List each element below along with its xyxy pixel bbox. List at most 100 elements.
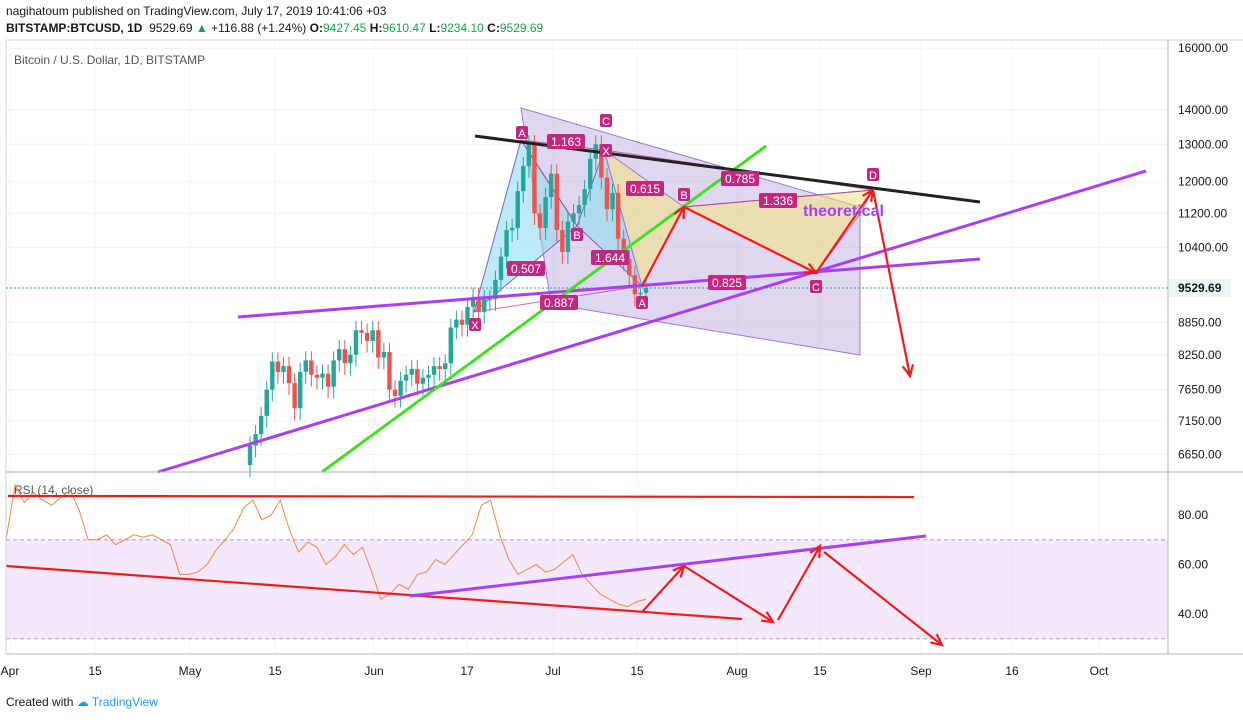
ratio-box	[507, 261, 545, 276]
price-label-tag: 9529.69	[1178, 281, 1222, 295]
tradingview-logo-icon: ☁	[76, 695, 89, 709]
footer: Created with ☁ TradingView	[6, 695, 158, 709]
candle-body	[415, 369, 420, 384]
candle-body	[420, 377, 426, 384]
candle-body	[459, 319, 465, 325]
candle-body	[470, 296, 476, 307]
candle-body	[337, 349, 342, 361]
pattern-point-box	[810, 280, 822, 293]
candle-body	[264, 389, 269, 416]
rsi-tick-label: 60.00	[1178, 558, 1208, 572]
candle-body	[643, 288, 649, 293]
ratio-label: 1.163	[551, 135, 581, 149]
annotation-text: theoretical	[803, 203, 884, 220]
ratio-box	[626, 181, 664, 196]
rsi-arrow-2-head	[760, 611, 776, 624]
price-tick-label: 11200.00	[1178, 206, 1227, 220]
rsi-series-line	[5, 483, 647, 608]
time-tick-label: 16	[1005, 664, 1019, 678]
candle-body	[443, 363, 448, 370]
price-tick-label: 10400.00	[1178, 241, 1228, 255]
publish-info: nagihatoum published on TradingView.com,…	[6, 4, 386, 18]
pattern-point-label: X	[471, 320, 479, 332]
ratio-box	[540, 295, 578, 310]
axes: 16000.00 14000.00 13000.00 12000.00 11200.00…	[1, 39, 1243, 678]
high-value: 9610.47	[382, 21, 426, 35]
time-tick-label: 17	[460, 664, 474, 678]
rsi-arrow-3	[777, 545, 821, 621]
trendline-purple-lower	[157, 169, 1147, 474]
candle-body	[325, 373, 331, 387]
candle-body	[297, 371, 303, 409]
symbol-name: BITSTAMP:BTCUSD, 1D	[6, 21, 143, 35]
pattern-point-box	[469, 318, 481, 331]
candle-body	[610, 193, 615, 210]
ratio-box	[708, 275, 746, 290]
candle-body	[515, 191, 520, 228]
time-tick-label: May	[179, 664, 202, 678]
close-value: 9529.69	[499, 21, 544, 35]
ratio-label: 1.336	[763, 194, 793, 208]
candle-body	[258, 415, 264, 435]
publisher-name[interactable]: nagihatoum	[6, 4, 69, 18]
pattern-point-label: B	[680, 190, 687, 202]
rsi-tick-label: 40.00	[1178, 607, 1208, 621]
candle-body	[504, 230, 509, 257]
pattern-point-label: C	[812, 282, 820, 294]
candle-body	[309, 360, 314, 375]
open-label: O:	[309, 21, 323, 35]
candle-body	[376, 330, 381, 358]
rsi-downtrend-line	[5, 564, 743, 621]
rsi-arrow-1	[641, 565, 685, 613]
candle-body	[498, 256, 504, 280]
footer-brand[interactable]: TradingView	[91, 695, 158, 709]
pattern-point-label: A	[638, 298, 646, 310]
ratio-label: 0.825	[712, 276, 742, 290]
low-label: L:	[429, 21, 441, 35]
projection-arrow-1	[641, 206, 685, 287]
candle-body	[387, 351, 392, 390]
candle-body	[604, 177, 610, 210]
projection-arrow-3	[815, 189, 874, 274]
pattern-point-box	[678, 188, 690, 201]
published-text: published on TradingView.com, July 17, 2…	[72, 4, 387, 18]
ratio-box	[721, 171, 759, 186]
candle-body	[448, 327, 453, 364]
time-tick-label: 15	[630, 664, 644, 678]
pattern-point-box	[516, 126, 528, 139]
rsi-tick-label: 80.00	[1178, 508, 1208, 522]
candle-body	[403, 374, 409, 381]
pattern-point-label: B	[573, 230, 580, 242]
time-tick-label: Sep	[910, 664, 932, 678]
rsi-arrow-4-head	[930, 633, 944, 647]
candle-body	[599, 144, 604, 178]
candle-body	[359, 330, 364, 333]
price-tick-label: 16000.00	[1178, 41, 1228, 55]
last-price: 9529.69	[149, 21, 193, 35]
candle-body	[482, 299, 487, 312]
candle-body	[582, 189, 587, 206]
candle-body	[476, 296, 481, 312]
price-change: +116.88 (+1.24%)	[211, 21, 307, 35]
candle-body	[576, 205, 582, 214]
price-tick-label: 12000.00	[1178, 174, 1228, 188]
price-tag-bg	[1169, 279, 1231, 298]
candle-body	[554, 173, 559, 231]
candle-body	[615, 193, 621, 239]
candle-body	[364, 332, 370, 341]
rsi-title: RSI (14, close)	[14, 483, 93, 497]
ratio-label: 0.887	[544, 296, 574, 310]
time-tick-label: Jun	[364, 664, 383, 678]
rsi-arrow-4	[823, 551, 943, 646]
time-tick-label: 15	[813, 664, 827, 678]
price-tick-label: 13000.00	[1178, 137, 1228, 151]
candle-body	[548, 173, 554, 198]
ratio-box	[759, 193, 797, 208]
candle-body	[565, 221, 571, 253]
price-tick-label: 14000.00	[1178, 103, 1228, 117]
rsi-arrow-3-head	[809, 543, 822, 559]
candle-body	[409, 369, 414, 375]
time-tick-label: Jul	[545, 664, 560, 678]
candle-body	[509, 227, 515, 231]
